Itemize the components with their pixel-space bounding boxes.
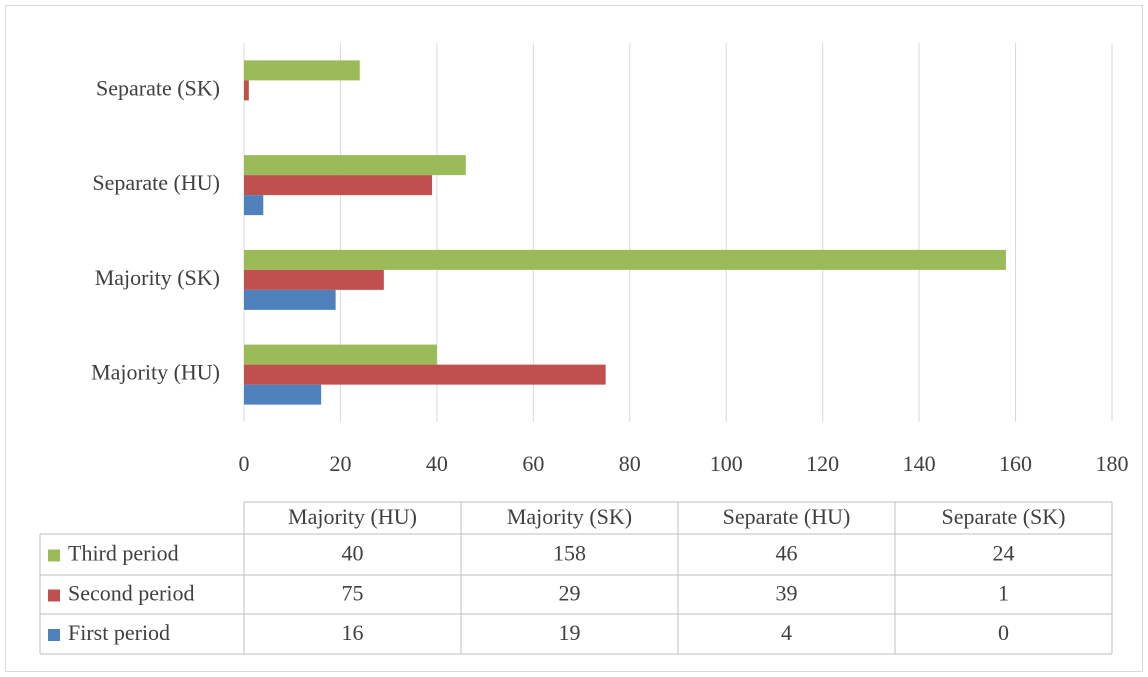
x-tick-label: 140 [903, 451, 936, 476]
legend-swatch [48, 629, 60, 641]
x-tick-label: 0 [239, 451, 250, 476]
y-tick-label: Separate (HU) [92, 170, 220, 195]
x-tick-label: 80 [619, 451, 641, 476]
table-cell: 39 [776, 581, 798, 606]
bar [244, 364, 606, 385]
legend-swatch [48, 549, 60, 562]
x-tick-label: 60 [522, 451, 544, 476]
bar [244, 249, 1006, 270]
y-tick-label: Majority (SK) [95, 265, 220, 290]
table-header: Separate (SK) [941, 504, 1065, 529]
table-cell: 16 [342, 620, 364, 645]
table-cell: 19 [559, 620, 581, 645]
x-tick-label: 20 [329, 451, 351, 476]
bar [244, 195, 264, 216]
table-header: Separate (HU) [723, 504, 851, 529]
bar [244, 175, 433, 196]
legend-label: First period [68, 620, 170, 645]
table-cell: 75 [342, 581, 364, 606]
table-cell: 24 [993, 541, 1015, 566]
table-header: Majority (HU) [288, 504, 417, 529]
table-cell: 158 [553, 541, 586, 566]
bar [244, 155, 466, 176]
bar [244, 289, 336, 310]
legend-label: Third period [68, 541, 179, 566]
table-cell: 29 [559, 581, 581, 606]
table-cell: 40 [342, 541, 364, 566]
table-cell: 0 [998, 620, 1009, 645]
table-cell: 4 [781, 620, 792, 645]
x-tick-label: 100 [710, 451, 743, 476]
table-header: Majority (SK) [507, 504, 632, 529]
bar [244, 344, 437, 365]
legend-label: Second period [68, 581, 194, 606]
y-tick-label: Majority (HU) [91, 360, 220, 385]
y-tick-label: Separate (SK) [96, 75, 220, 100]
bar [244, 80, 249, 101]
bar [244, 384, 322, 405]
bar [244, 269, 384, 290]
x-tick-label: 180 [1096, 451, 1129, 476]
x-tick-label: 120 [806, 451, 839, 476]
bar [244, 60, 360, 81]
x-tick-label: 40 [426, 451, 448, 476]
x-tick-label: 160 [999, 451, 1032, 476]
chart-border [5, 5, 1143, 672]
table-cell: 1 [998, 581, 1009, 606]
table-cell: 46 [776, 541, 798, 566]
legend-swatch [48, 589, 60, 602]
